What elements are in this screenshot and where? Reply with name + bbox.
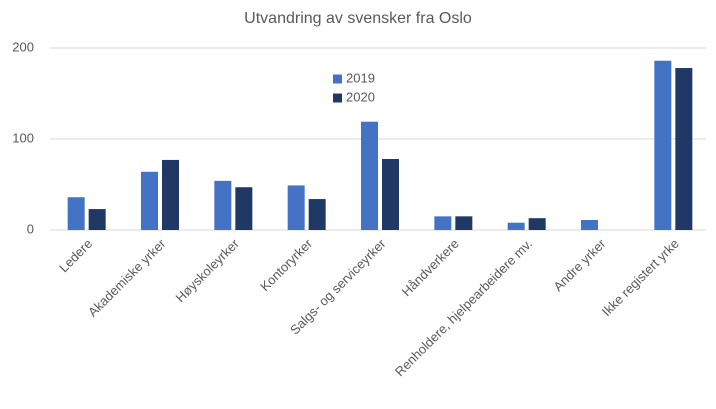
bar [141,171,158,230]
x-tick-label: Andre yrker [550,235,609,294]
x-tick-label: Renholdere, hjelpearbeidere mv. [392,236,535,379]
y-tick-label: 200 [12,39,34,54]
bar [88,209,106,230]
x-tick-label: Akademiske yrker [85,235,169,319]
bar [361,121,378,230]
bar [455,216,473,230]
x-tick-label: Kontoryrker [257,235,316,294]
x-tick-label: Håndverkere [399,236,462,299]
x-tick-label: Ikke registert yrke [599,236,682,319]
bar [507,222,525,230]
bar [235,187,253,230]
bar [382,159,399,230]
y-tick-label: 0 [27,221,34,236]
legend-swatch [333,93,342,103]
legend-label: 2020 [346,89,375,104]
legend-label: 2019 [346,70,375,85]
bar [214,180,232,230]
bar [675,68,693,231]
bar [308,199,326,230]
bar [287,185,305,230]
bar [654,60,672,230]
x-tick-label: Høyskoleyrker [173,235,243,305]
chart-title: Utvandring av svensker fra Oslo [244,10,472,27]
bar [434,216,452,230]
x-tick-label: Ledere [56,236,95,275]
bar [162,159,179,230]
y-tick-label: 100 [12,130,34,145]
bar [528,218,546,230]
bar [581,219,598,230]
bar [67,197,85,230]
legend-swatch [333,74,342,84]
